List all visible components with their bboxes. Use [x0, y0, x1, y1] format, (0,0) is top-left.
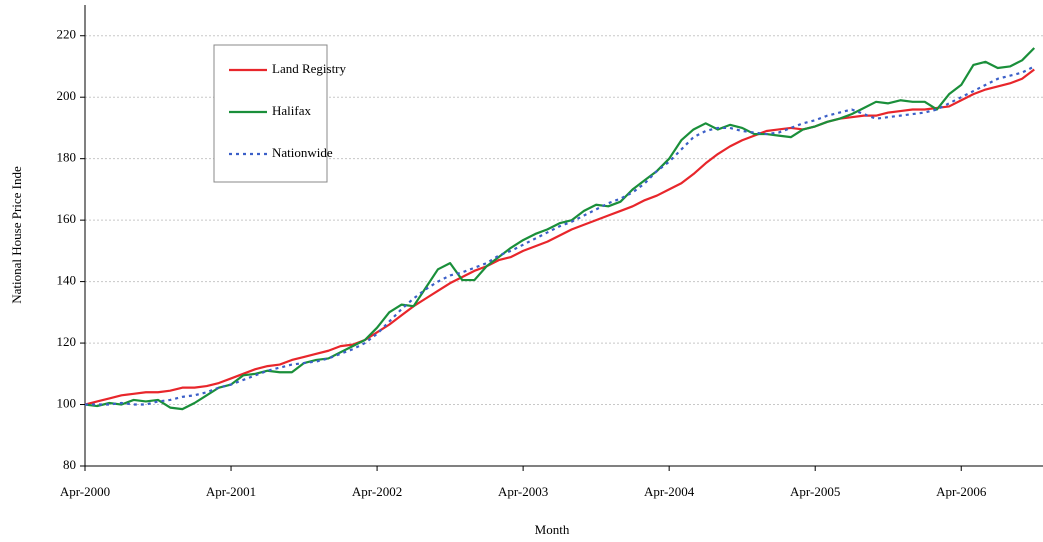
y-tick-label: 120 [57, 334, 77, 349]
line-series [84, 68, 1035, 406]
x-tick-label: Apr-2004 [644, 484, 695, 499]
legend-label: Halifax [272, 103, 311, 118]
line-series [85, 65, 1035, 406]
y-axis-label: National House Price Inde [9, 166, 24, 304]
legend-label: Nationwide [272, 145, 333, 160]
x-tick-label: Apr-2005 [790, 484, 840, 499]
x-tick-label: Apr-2002 [352, 484, 402, 499]
legend-label: Land Registry [272, 61, 347, 76]
legend-box [213, 44, 328, 183]
y-tick-label: 160 [57, 211, 77, 226]
x-tick-label: Apr-2003 [498, 484, 548, 499]
y-tick-label: 80 [63, 457, 76, 472]
line-series [84, 47, 1036, 411]
y-tick-label: 140 [57, 273, 77, 288]
y-tick-label: 180 [57, 150, 77, 165]
y-tick-label: 100 [57, 396, 77, 411]
x-tick-label: Apr-2000 [60, 484, 110, 499]
x-tick-label: Apr-2001 [206, 484, 256, 499]
y-tick-label: 220 [57, 27, 77, 42]
x-tick-label: Apr-2006 [936, 484, 987, 499]
y-tick-label: 200 [57, 88, 77, 103]
x-axis-label: Month [535, 522, 570, 537]
